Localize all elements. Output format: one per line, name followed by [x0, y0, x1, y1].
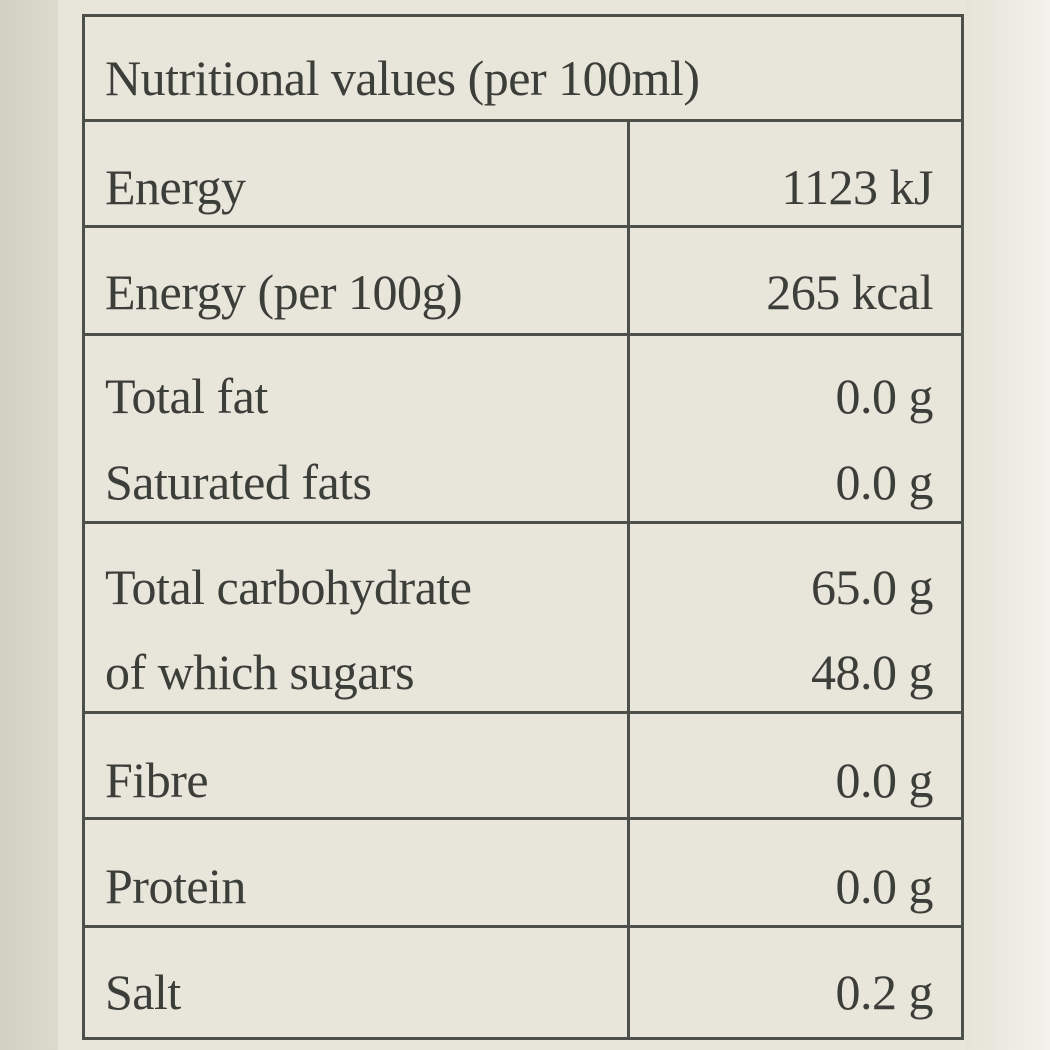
row-value-energy-kcal: 265 kcal	[766, 264, 933, 320]
nutrition-table: Nutritional values (per 100ml) Energy 11…	[82, 14, 964, 1040]
row-label-fibre: Fibre	[105, 752, 209, 808]
background-left-edge	[0, 0, 58, 1050]
row-divider	[85, 333, 961, 336]
row-divider	[85, 225, 961, 228]
background-right-edge	[966, 0, 1050, 1050]
row-divider	[85, 817, 961, 820]
column-divider	[627, 121, 630, 1037]
row-label-total-fat: Total fat	[105, 368, 268, 424]
row-label-energy: Energy	[105, 159, 246, 215]
row-value-salt: 0.2 g	[835, 964, 934, 1020]
row-value-saturated-fats: 0.0 g	[835, 454, 934, 510]
row-label-sugars: of which sugars	[105, 644, 415, 700]
row-label-salt: Salt	[105, 964, 181, 1020]
product-label	[58, 0, 966, 1050]
row-label-protein: Protein	[105, 858, 246, 914]
row-value-sugars: 48.0 g	[811, 644, 934, 700]
row-value-protein: 0.0 g	[835, 858, 934, 914]
row-value-energy: 1123 kJ	[781, 159, 933, 215]
row-label-energy-kcal: Energy (per 100g)	[105, 264, 463, 320]
row-label-total-carbohydrate: Total carbohydrate	[105, 559, 472, 615]
row-value-fibre: 0.0 g	[835, 752, 934, 808]
row-value-total-fat: 0.0 g	[835, 368, 934, 424]
row-value-total-carbohydrate: 65.0 g	[811, 559, 934, 615]
row-label-saturated-fats: Saturated fats	[105, 454, 372, 510]
row-divider	[85, 711, 961, 714]
table-header: Nutritional values (per 100ml)	[105, 50, 700, 106]
row-divider	[85, 119, 961, 122]
row-divider	[85, 925, 961, 928]
row-divider	[85, 521, 961, 524]
